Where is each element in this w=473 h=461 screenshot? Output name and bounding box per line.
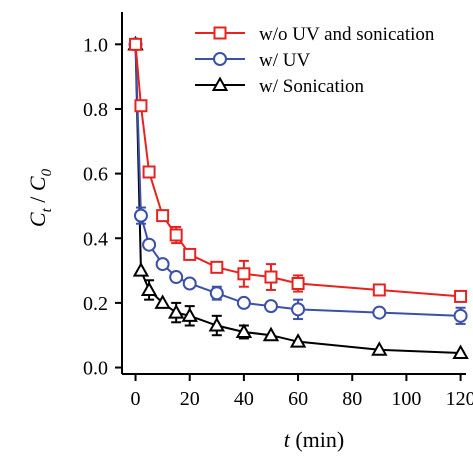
data-point (155, 257, 170, 272)
data-point (132, 262, 150, 277)
legend-label: w/o UV and sonication (259, 24, 435, 45)
y-tick-label: 0.0 (83, 358, 108, 380)
x-tick-label: 80 (342, 388, 362, 410)
axes: 0 20 40 60 80 100 120 0.0 0.2 0.4 0.6 0.8 1.0 (83, 12, 473, 410)
data-point (169, 270, 184, 285)
data-point (154, 294, 171, 309)
data-point (210, 260, 224, 274)
data-point (454, 289, 468, 303)
data-point (453, 308, 468, 323)
legend: w/o UV and sonication w/ UV w/ Sonication (195, 24, 435, 97)
x-tick-label: 100 (391, 388, 421, 410)
data-point (169, 228, 183, 242)
x-tick-label: 60 (288, 388, 308, 410)
legend-marker (213, 52, 227, 66)
legend-marker (211, 76, 229, 91)
data-point (134, 99, 148, 113)
legend-label: w/ UV (259, 50, 310, 71)
x-ticks: 0 20 40 60 80 100 120 (131, 374, 473, 410)
data-point (291, 277, 305, 290)
data-point (262, 326, 280, 342)
data-point (452, 344, 469, 359)
data-point (372, 305, 387, 320)
series-circle (128, 37, 468, 325)
x-axis-variable: t (284, 427, 291, 452)
data-point (142, 165, 156, 179)
plot-area (127, 35, 469, 359)
data-point (237, 267, 251, 281)
data-point (181, 307, 198, 322)
y-tick-label: 0.2 (83, 293, 108, 315)
x-tick-label: 20 (180, 388, 200, 410)
x-axis-title: t (min) (284, 427, 345, 452)
y-axis-numerator: C (25, 212, 50, 227)
data-point (209, 286, 224, 301)
data-point (372, 283, 386, 297)
data-point (182, 276, 197, 291)
data-point (142, 237, 157, 252)
legend-item: w/o UV and sonication (195, 24, 435, 45)
y-ticks: 0.0 0.2 0.4 0.6 0.8 1.0 (83, 34, 122, 380)
series-triangle (127, 35, 469, 359)
y-axis-numerator-subscript: t (39, 207, 55, 212)
data-point (156, 209, 170, 223)
y-tick-label: 1.0 (83, 34, 108, 56)
x-axis-unit: (min) (290, 427, 344, 452)
data-point (371, 341, 388, 356)
data-point (236, 295, 251, 310)
legend-marker (213, 26, 227, 40)
y-tick-label: 0.6 (83, 164, 108, 186)
y-axis-denominator-subscript: 0 (39, 168, 55, 176)
y-axis-separator: / (25, 191, 50, 208)
y-tick-label: 0.4 (83, 228, 108, 250)
data-point (133, 208, 148, 223)
data-point (140, 281, 158, 296)
legend-item: w/ Sonication (195, 76, 365, 97)
data-point (129, 37, 143, 51)
legend-item: w/ UV (195, 50, 310, 71)
data-point (167, 304, 185, 319)
series-line (134, 44, 461, 298)
legend-label: w/ Sonication (259, 76, 365, 97)
data-point (263, 299, 278, 314)
series-square (129, 37, 468, 303)
x-tick-label: 0 (131, 388, 141, 410)
data-point (183, 247, 197, 261)
y-axis-denominator: C (25, 176, 50, 191)
data-point (291, 302, 306, 317)
x-tick-label: 40 (234, 388, 254, 410)
y-tick-label: 0.8 (83, 99, 108, 121)
data-point (289, 333, 307, 348)
data-point (208, 316, 226, 332)
x-tick-label: 120 (446, 388, 473, 410)
y-axis-title: Ct / C0 (25, 168, 55, 227)
data-point (235, 323, 253, 338)
data-point (264, 270, 278, 284)
